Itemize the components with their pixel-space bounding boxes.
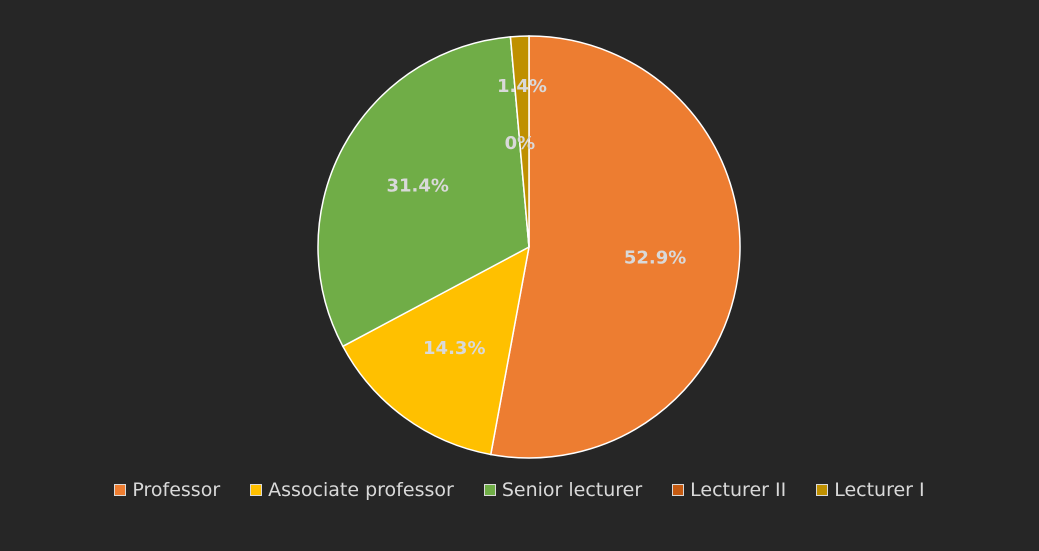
legend-swatch-lecturer-ii (672, 484, 685, 496)
legend-label-senior-lecturer: Senior lecturer (501, 479, 643, 501)
legend-label-lecturer-i: Lecturer I (834, 479, 925, 501)
pie-slice-senior-lecturer (317, 36, 530, 348)
legend-item-professor: Professor (114, 479, 220, 501)
legend-label-professor: Professor (132, 479, 221, 501)
pie-slice-professor (489, 35, 741, 459)
legend-swatch-associate-professor (250, 484, 263, 496)
pie-slice-lecturer-i (509, 35, 530, 248)
legend-swatch-professor (114, 484, 127, 496)
legend-swatch-senior-lecturer (483, 484, 496, 496)
pie-slices (317, 35, 741, 459)
legend-item-lecturer-i: Lecturer I (816, 479, 925, 501)
data-label-lecturer-i: 1.4% (497, 76, 547, 97)
legend: Professor Associate professor Senior lectu… (0, 476, 1039, 504)
data-label-senior-lecturer: 31.4% (386, 176, 448, 197)
legend-label-lecturer-ii: Lecturer II (690, 479, 787, 501)
legend-item-associate-professor: Associate professor (250, 479, 454, 501)
data-label-lecturer-ii: 0% (505, 133, 536, 154)
data-label-professor: 52.9% (624, 248, 686, 269)
legend-swatch-lecturer-i (816, 484, 829, 496)
pie-labels: 52.9% 14.3% 31.4% 0% 1.4% (386, 76, 686, 359)
data-label-associate-professor: 14.3% (423, 338, 485, 359)
legend-item-senior-lecturer: Senior lecturer (483, 479, 643, 501)
legend-label-associate-professor: Associate professor (268, 479, 454, 501)
pie-slice-associate-professor (341, 245, 531, 456)
legend-item-lecturer-ii: Lecturer II (672, 479, 786, 501)
